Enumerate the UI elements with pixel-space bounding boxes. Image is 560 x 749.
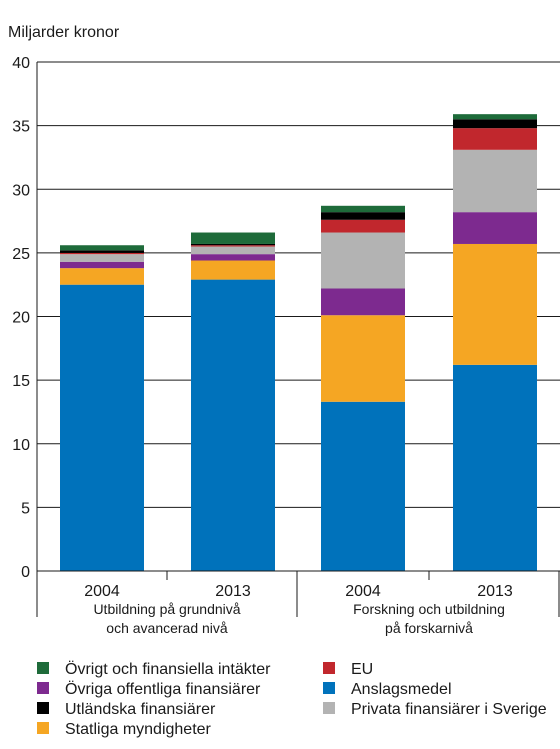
- y-axis-title: Miljarder kronor: [8, 24, 120, 41]
- bar-segment: [321, 401, 405, 571]
- y-tick-labels: 0 5 10 15 20 25 30 35 40: [12, 55, 30, 581]
- bar-segment: [60, 261, 144, 269]
- x-tick-label: 2013: [477, 583, 513, 600]
- group-label-line2: och avancerad nivå: [106, 620, 228, 636]
- bar-segment: [191, 245, 275, 247]
- bar-segment: [453, 119, 537, 129]
- bar-segment: [60, 284, 144, 571]
- legend-swatch: [37, 722, 49, 734]
- x-tick-label: 2013: [215, 583, 251, 600]
- bar-segment: [321, 205, 405, 213]
- legend-item: Anslagsmedel: [323, 681, 452, 698]
- bar-segment: [191, 246, 275, 255]
- legend-swatch: [323, 662, 335, 674]
- group-label-line1: Utbildning på grundnivå: [93, 601, 240, 617]
- bar-segment: [453, 149, 537, 213]
- legend-item: Utländska finansiärer: [37, 701, 216, 718]
- bar-segment: [453, 364, 537, 571]
- x-tick-label: 2004: [84, 583, 120, 600]
- bar-segment: [321, 212, 405, 220]
- legend: Övrigt och finansiella intäkter Övriga of…: [37, 660, 547, 738]
- bar-segment: [321, 232, 405, 289]
- bars: [60, 114, 537, 571]
- axes: [36, 62, 560, 617]
- bar-segment: [191, 254, 275, 261]
- legend-label: Statliga myndigheter: [65, 721, 212, 738]
- legend-swatch: [37, 662, 49, 674]
- bar-segment: [60, 252, 144, 255]
- y-tick-label: 40: [12, 55, 30, 72]
- x-tick-label: 2004: [345, 583, 381, 600]
- group-label-line1: Forskning och utbildning: [353, 601, 505, 617]
- bar-segment: [321, 219, 405, 233]
- legend-item: EU: [323, 661, 373, 678]
- y-tick-label: 10: [12, 437, 30, 454]
- legend-swatch: [37, 702, 49, 714]
- bar-segment: [453, 243, 537, 365]
- bar-segment: [60, 250, 144, 253]
- bar-segment: [191, 243, 275, 246]
- bar-segment: [453, 114, 537, 120]
- y-tick-label: 20: [12, 310, 30, 327]
- bar-segment: [453, 212, 537, 244]
- legend-item: Statliga myndigheter: [37, 721, 212, 738]
- x-tick-labels: 2004 2013 2004 2013: [84, 583, 513, 600]
- y-tick-label: 0: [21, 564, 30, 581]
- legend-label: Övrigt och finansiella intäkter: [65, 660, 271, 678]
- y-tick-label: 35: [12, 119, 30, 136]
- legend-item: Övrigt och finansiella intäkter: [37, 660, 271, 678]
- legend-label: EU: [351, 661, 373, 678]
- legend-label: Övriga offentliga finansiärer: [65, 680, 261, 698]
- legend-label: Anslagsmedel: [351, 681, 452, 698]
- bar-segment: [321, 288, 405, 316]
- legend-swatch: [323, 682, 335, 694]
- legend-swatch: [37, 682, 49, 694]
- group-label-line2: på forskarnivå: [385, 620, 473, 636]
- legend-label: Utländska finansiärer: [65, 701, 216, 718]
- legend-label: Privata finansiärer i Sverige: [351, 701, 547, 718]
- bar-segment: [321, 315, 405, 402]
- y-tick-label: 25: [12, 246, 30, 263]
- bar-segment: [453, 128, 537, 150]
- legend-item: Övriga offentliga finansiärer: [37, 680, 261, 698]
- bar-segment: [191, 232, 275, 244]
- x-group-labels: Utbildning på grundnivå och avancerad ni…: [93, 601, 504, 636]
- legend-item: Privata finansiärer i Sverige: [323, 701, 547, 718]
- y-tick-label: 30: [12, 182, 30, 199]
- bar-segment: [60, 245, 144, 251]
- bar-segment: [60, 254, 144, 262]
- bar-segment: [60, 268, 144, 285]
- y-tick-label: 15: [12, 373, 30, 390]
- bar-segment: [191, 279, 275, 571]
- bar-segment: [191, 260, 275, 280]
- y-tick-label: 5: [21, 500, 30, 517]
- legend-swatch: [323, 702, 335, 714]
